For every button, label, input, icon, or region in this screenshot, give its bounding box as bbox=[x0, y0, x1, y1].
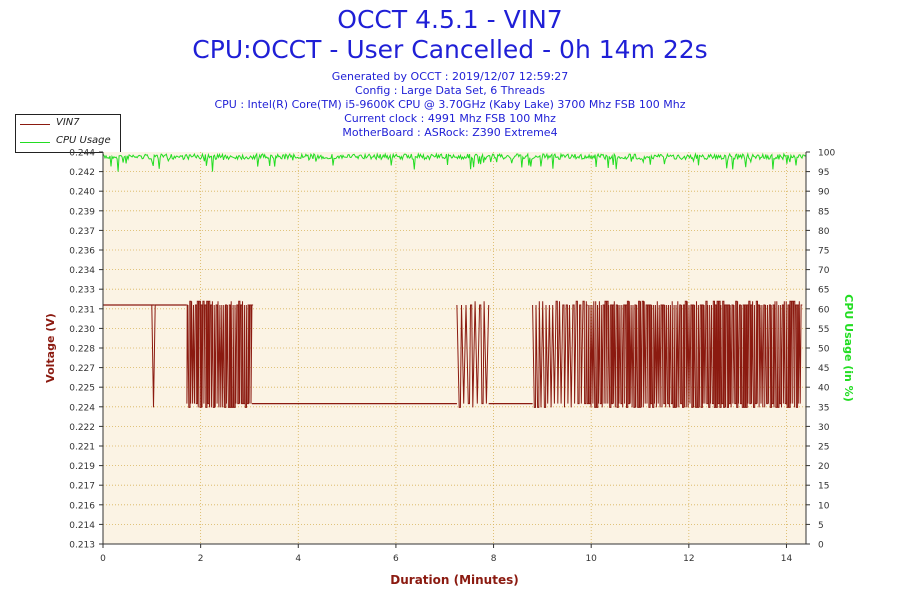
x-tick-label: 0 bbox=[100, 554, 106, 564]
y2-tick-label: 80 bbox=[818, 227, 830, 237]
x-tick-label: 10 bbox=[585, 554, 597, 564]
legend-item-cpu-usage: CPU Usage bbox=[16, 134, 120, 150]
meta-generated: Generated by OCCT : 2019/12/07 12:59:27 bbox=[331, 70, 569, 83]
x-tick-label: 14 bbox=[781, 554, 793, 564]
y-tick-label: 0.217 bbox=[69, 482, 95, 492]
y2-tick-label: 40 bbox=[818, 384, 830, 394]
y-tick-label: 0.242 bbox=[69, 168, 95, 178]
y-tick-label: 0.213 bbox=[69, 541, 95, 551]
chart-legend: VIN7 CPU Usage bbox=[15, 114, 121, 153]
y2-tick-label: 70 bbox=[818, 266, 830, 276]
x-tick-label: 6 bbox=[393, 554, 399, 564]
y-tick-label: 0.225 bbox=[69, 384, 95, 394]
y-tick-label: 0.240 bbox=[69, 188, 95, 198]
y-tick-label: 0.224 bbox=[69, 403, 95, 413]
y-tick-label: 0.239 bbox=[69, 207, 95, 217]
y-tick-label: 0.237 bbox=[69, 227, 95, 237]
y2-tick-label: 20 bbox=[818, 462, 830, 472]
y-tick-label: 0.231 bbox=[69, 305, 95, 315]
series-line-vin7 bbox=[151, 304, 157, 408]
y2-tick-label: 30 bbox=[818, 423, 830, 433]
legend-label-vin7: VIN7 bbox=[56, 117, 80, 128]
y-tick-label: 0.227 bbox=[69, 364, 95, 374]
y2-tick-label: 75 bbox=[818, 247, 829, 257]
y-tick-label: 0.233 bbox=[69, 286, 95, 296]
y-tick-label: 0.216 bbox=[69, 501, 95, 511]
series-line-vin7 bbox=[585, 300, 803, 408]
y2-tick-label: 10 bbox=[818, 501, 830, 511]
y2-tick-label: 50 bbox=[818, 345, 830, 355]
legend-label-cpu-usage: CPU Usage bbox=[56, 135, 111, 146]
y-tick-label: 0.244 bbox=[69, 149, 95, 159]
meta-config: Config : Large Data Set, 6 Threads bbox=[355, 84, 545, 97]
chart-subtitle: CPU:OCCT - User Cancelled - 0h 14m 22s bbox=[192, 35, 708, 64]
y2-tick-label: 5 bbox=[818, 521, 824, 531]
y-tick-label: 0.221 bbox=[69, 443, 95, 453]
y-tick-label: 0.219 bbox=[69, 462, 95, 472]
y2-axis-label: CPU Usage (in %) bbox=[842, 294, 855, 401]
meta-motherboard: MotherBoard : ASRock: Z390 Extreme4 bbox=[342, 126, 558, 139]
y2-tick-label: 35 bbox=[818, 403, 829, 413]
y-axis-label: Voltage (V) bbox=[44, 313, 57, 383]
y-tick-label: 0.236 bbox=[69, 247, 95, 257]
x-tick-label: 2 bbox=[198, 554, 204, 564]
legend-swatch-cpu-usage bbox=[20, 142, 50, 143]
y2-tick-label: 90 bbox=[818, 188, 830, 198]
x-tick-label: 8 bbox=[491, 554, 497, 564]
series-layer bbox=[102, 152, 807, 408]
y2-tick-label: 55 bbox=[818, 325, 829, 335]
y2-tick-label: 100 bbox=[818, 149, 835, 159]
y-tick-label: 0.222 bbox=[69, 423, 95, 433]
y2-tick-label: 45 bbox=[818, 364, 829, 374]
y2-tick-label: 60 bbox=[818, 305, 830, 315]
x-tick-label: 12 bbox=[683, 554, 694, 564]
y2-tick-label: 95 bbox=[818, 168, 829, 178]
y2-tick-label: 25 bbox=[818, 443, 829, 453]
x-tick-label: 4 bbox=[295, 554, 301, 564]
series-line-vin7 bbox=[456, 301, 490, 408]
y-tick-label: 0.230 bbox=[69, 325, 95, 335]
y-tick-label: 0.234 bbox=[69, 266, 95, 276]
y2-tick-label: 65 bbox=[818, 286, 829, 296]
axes-layer: 0.213 0.214 0.216 0.217 0.219 0.221 0.222 0.224… bbox=[69, 149, 835, 565]
x-axis-label: Duration (Minutes) bbox=[390, 573, 518, 587]
chart-title: OCCT 4.5.1 - VIN7 bbox=[337, 5, 563, 34]
y2-tick-label: 0 bbox=[818, 541, 824, 551]
y2-tick-label: 85 bbox=[818, 207, 829, 217]
legend-swatch-vin7 bbox=[20, 124, 50, 125]
series-line-vin7 bbox=[532, 300, 588, 408]
y-tick-label: 0.228 bbox=[69, 345, 95, 355]
y2-tick-label: 15 bbox=[818, 482, 829, 492]
series-line-vin7 bbox=[186, 300, 254, 408]
y-tick-label: 0.214 bbox=[69, 521, 95, 531]
meta-cpu: CPU : Intel(R) Core(TM) i5-9600K CPU @ 3… bbox=[214, 98, 686, 111]
series-line-cpu-usage bbox=[102, 152, 807, 172]
meta-clock: Current clock : 4991 Mhz FSB 100 Mhz bbox=[344, 112, 556, 125]
legend-item-vin7: VIN7 bbox=[16, 116, 120, 132]
